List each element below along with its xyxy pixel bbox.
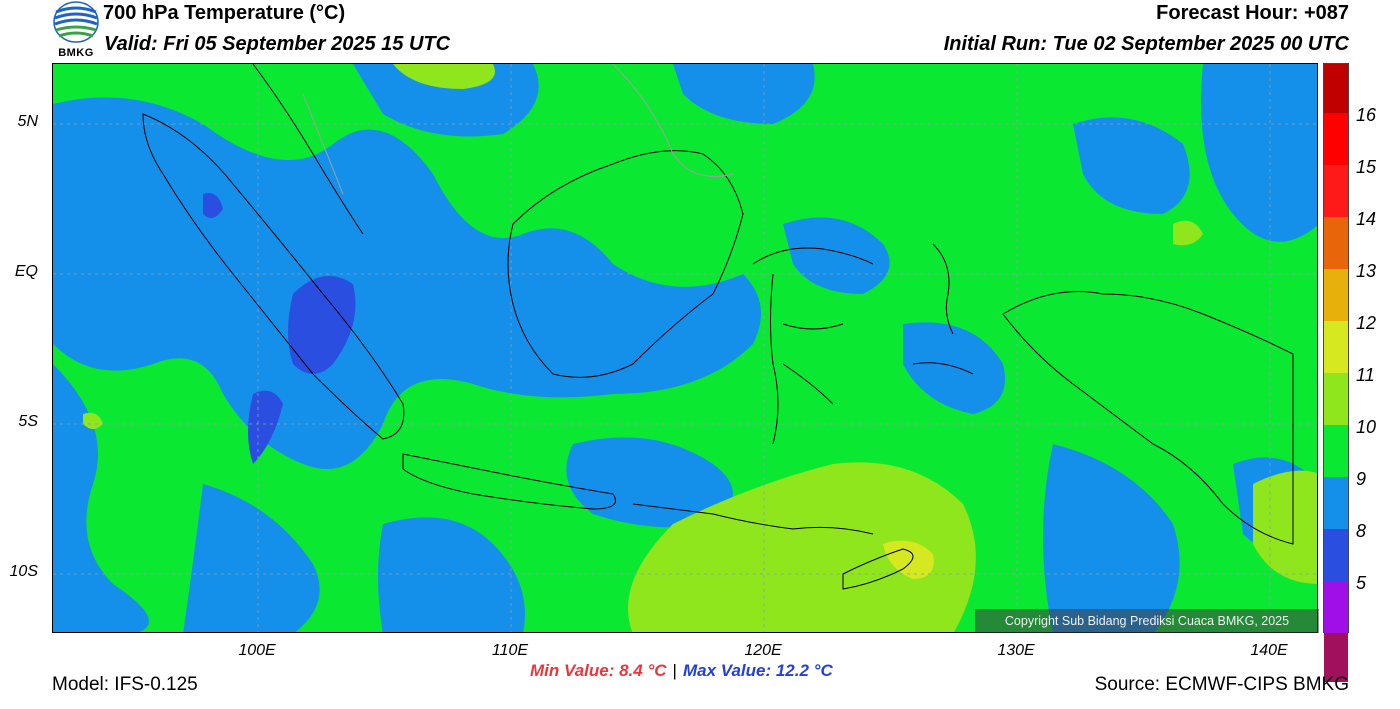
max-value: Max Value: 12.2 °C xyxy=(682,661,833,680)
colorbar-segment xyxy=(1324,477,1348,529)
colorbar-label: 5 xyxy=(1356,573,1367,593)
colorbar-label: 10 xyxy=(1356,417,1377,437)
colorbar-segment xyxy=(1324,321,1348,373)
colorbar-label: 13 xyxy=(1356,261,1377,281)
colorbar-label: 12 xyxy=(1356,313,1377,333)
source-label: Source: ECMWF-CIPS BMKG xyxy=(1094,674,1349,695)
colorbar-segment xyxy=(1324,529,1348,581)
lat-label-10s: 10S xyxy=(9,563,38,580)
lat-label-5s: 5S xyxy=(18,413,38,430)
lon-label-140e: 140E xyxy=(1250,642,1288,659)
colorbar-segment xyxy=(1324,373,1348,425)
colorbar-label: 15 xyxy=(1356,157,1377,177)
bmkg-logo xyxy=(52,0,100,62)
separator: | xyxy=(672,661,677,680)
colorbar-label: 8 xyxy=(1356,521,1367,541)
lon-label-100e: 100E xyxy=(238,642,276,659)
lon-label-120e: 120E xyxy=(744,642,782,659)
colorbar-label: 11 xyxy=(1356,365,1375,385)
logo-text: BMKG xyxy=(58,47,94,59)
min-value: Min Value: 8.4 °C xyxy=(530,661,667,680)
colorbar-segment xyxy=(1324,217,1348,269)
lon-label-130e: 130E xyxy=(997,642,1035,659)
lat-label-5n: 5N xyxy=(17,113,38,130)
colorbar-label: 14 xyxy=(1356,209,1377,229)
min-max-values: Min Value: 8.4 °C | Max Value: 12.2 °C xyxy=(530,661,833,681)
forecast-hour: Forecast Hour: +087 xyxy=(1156,2,1349,24)
colorbar-segment xyxy=(1324,633,1348,682)
colorbar-segment xyxy=(1324,113,1348,165)
chart-title: 700 hPa Temperature (°C) xyxy=(103,2,346,24)
initial-run: Initial Run: Tue 02 September 2025 00 UT… xyxy=(943,33,1349,55)
model-label: Model: IFS-0.125 xyxy=(52,674,198,695)
colorbar-label: 16 xyxy=(1356,105,1377,125)
colorbar xyxy=(1323,63,1349,682)
copyright-label: Copyright Sub Bidang Prediksi Cuaca BMKG… xyxy=(975,609,1319,633)
colorbar-segment xyxy=(1324,269,1348,321)
lat-label-eq: EQ xyxy=(14,263,38,280)
temperature-map xyxy=(52,63,1318,633)
colorbar-segment xyxy=(1324,425,1348,477)
lon-label-110e: 110E xyxy=(491,642,529,659)
colorbar-segment xyxy=(1324,165,1348,217)
colorbar-segment xyxy=(1324,64,1348,113)
colorbar-label: 9 xyxy=(1356,469,1367,489)
colorbar-segment xyxy=(1324,581,1348,633)
valid-time: Valid: Fri 05 September 2025 15 UTC xyxy=(104,33,451,55)
